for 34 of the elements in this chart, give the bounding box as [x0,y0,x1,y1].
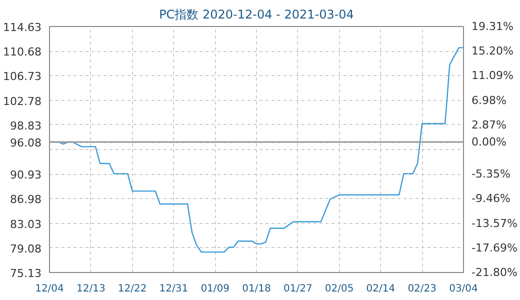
x-tick-label: 02/14 [366,284,396,294]
y2-tick-label: 0.00% [472,136,506,149]
y2-tick-label: -5.35% [472,168,510,181]
y-tick-label: 106.73 [3,70,42,84]
y2-tick-label: 19.31% [472,20,514,33]
x-tick-label: 01/27 [283,284,312,294]
y-tick-label: 98.83 [10,119,42,132]
y-tick-label: 79.08 [10,242,42,256]
y-tick-label: 110.68 [3,46,42,59]
y2-tick-label: -13.57% [472,216,518,230]
x-tick-label: 02/23 [408,284,437,294]
y-tick-label: 96.08 [10,136,42,150]
y2-tick-label: 6.98% [472,94,506,107]
y-tick-label: 90.93 [10,168,42,182]
y-tick-label: 83.03 [10,218,42,231]
y2-tick-label: -21.80% [472,266,518,279]
y2-tick-label: 11.09% [472,69,514,82]
y-tick-label: 114.63 [3,21,42,34]
x-tick-label: 01/09 [200,284,230,294]
y2-tick-label: 2.87% [472,118,506,132]
x-tick-label: 03/04 [449,284,478,294]
x-tick-label: 01/18 [242,284,271,294]
x-tick-label: 02/05 [324,284,354,294]
x-tick-label: 12/31 [159,284,188,294]
chart-title: PC指数 2020-12-04 - 2021-03-04 [159,8,354,22]
y-tick-label: 102.78 [3,94,42,108]
y-tick-label: 75.13 [10,267,42,280]
x-tick-label: 12/22 [118,284,147,294]
y-tick-label: 86.98 [10,193,42,206]
x-tick-label: 12/04 [35,284,64,294]
y2-tick-label: -9.46% [472,192,510,206]
x-tick-label: 12/13 [76,284,106,294]
y2-tick-label: 15.20% [472,44,514,58]
y2-tick-label: -17.69% [472,241,518,254]
